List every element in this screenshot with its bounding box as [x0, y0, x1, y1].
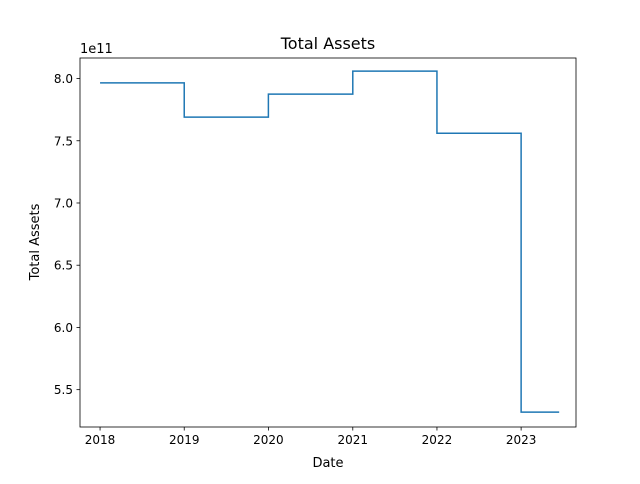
y-tick-label: 6.0: [54, 321, 73, 335]
chart-title: Total Assets: [280, 34, 376, 53]
y-tick-label: 7.0: [54, 196, 73, 210]
x-tick-label: 2018: [85, 433, 116, 447]
x-tick-label: 2019: [169, 433, 200, 447]
y-offset-label: 1e11: [80, 42, 113, 57]
x-tick-label: 2021: [338, 433, 369, 447]
x-axis-label: Date: [312, 456, 343, 471]
x-tick-label: 2022: [422, 433, 453, 447]
y-tick-label: 5.5: [54, 383, 73, 397]
series-line-0: [100, 70, 560, 413]
plot-frame: [79, 57, 577, 428]
y-tick-label: 6.5: [54, 259, 73, 273]
y-axis-label: Total Assets: [28, 203, 43, 281]
x-tick-label: 2020: [253, 433, 284, 447]
x-tick-label: 2023: [506, 433, 537, 447]
y-tick-label: 8.0: [54, 72, 73, 86]
y-tick-label: 7.5: [54, 134, 73, 148]
